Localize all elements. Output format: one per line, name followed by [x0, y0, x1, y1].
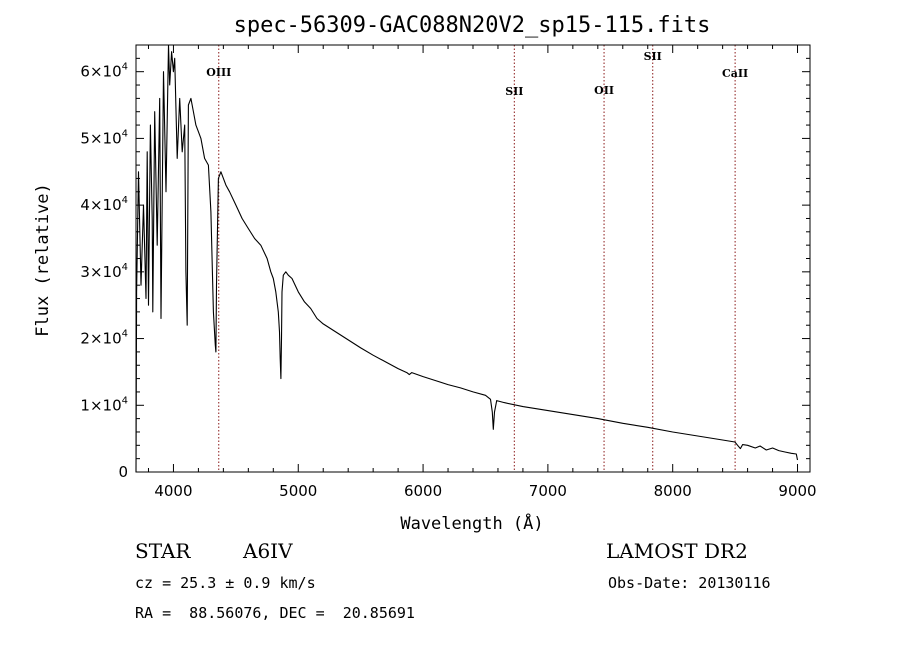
- y-axis-label: Flux (relative): [33, 183, 53, 337]
- object-class: STAR: [135, 539, 191, 563]
- emission-lines: OIII SII OII SII CaII: [206, 45, 748, 472]
- line-label: OIII: [206, 66, 231, 79]
- line-label: CaII: [722, 67, 748, 80]
- x-tick-label: 8000: [654, 482, 692, 500]
- y-tick-label: 2×104: [80, 329, 128, 348]
- y-axis: 0 1×104 2×104 3×104 4×104 5×104 6×104: [80, 44, 810, 481]
- x-tick-label: 4000: [154, 482, 192, 500]
- y-tick-label: 5×104: [80, 128, 128, 147]
- spectrum-series: [135, 44, 799, 473]
- chart-title: spec-56309-GAC088N20V2_sp15-115.fits: [234, 13, 711, 38]
- x-axis-label: Wavelength (Å): [400, 512, 543, 534]
- line-label: SII: [644, 50, 662, 63]
- line-label: OII: [594, 84, 614, 97]
- y-tick-label: 6×104: [80, 62, 128, 81]
- y-tick-label: 3×104: [80, 262, 128, 281]
- x-tick-label: 7000: [529, 482, 567, 500]
- y-tick-label: 0: [118, 463, 128, 481]
- x-tick-label: 5000: [279, 482, 317, 500]
- x-axis: 4000 5000 6000 7000 8000 9000: [147, 45, 817, 500]
- spectral-type: A6IV: [243, 539, 293, 563]
- line-label: SII: [505, 85, 523, 98]
- survey-name: LAMOST DR2: [606, 539, 748, 563]
- coordinates: RA = 88.56076, DEC = 20.85691: [135, 604, 415, 622]
- spectrum-line: [135, 44, 799, 473]
- plot-frame: [135, 44, 811, 473]
- y-tick-label: 4×104: [80, 195, 128, 214]
- x-tick-label: 6000: [404, 482, 442, 500]
- x-tick-label: 9000: [778, 482, 816, 500]
- y-tick-label: 1×104: [80, 395, 128, 414]
- obs-date: Obs-Date: 20130116: [608, 574, 771, 592]
- redshift-value: cz = 25.3 ± 0.9 km/s: [135, 574, 316, 592]
